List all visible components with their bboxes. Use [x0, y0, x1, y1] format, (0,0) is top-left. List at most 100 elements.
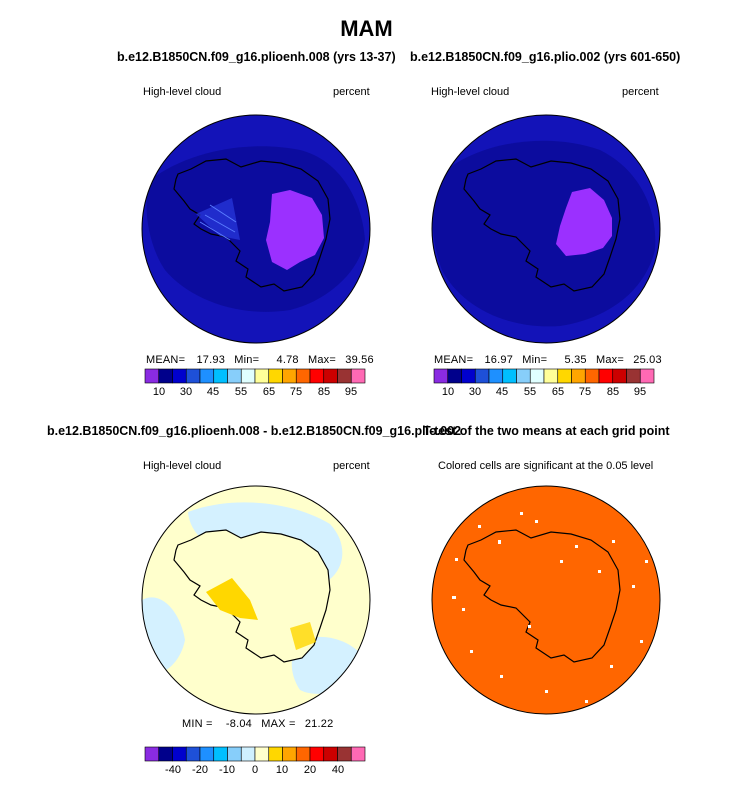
panel3-colorbar-swatch — [254, 746, 270, 762]
panel1-colorbar-swatch — [323, 368, 338, 384]
panel1-colorbar-swatch — [350, 368, 366, 384]
panel3-max-value: 21.22 — [304, 718, 334, 730]
panel3-variable-label: High-level cloud — [143, 460, 222, 472]
panel2-colorbar-swatch — [612, 368, 627, 384]
panel3-colorbar-swatch — [350, 746, 366, 762]
panel2-colorbar-swatch — [543, 368, 559, 384]
panel2-colorbar-swatch — [557, 368, 572, 384]
panel3-tick: -40 — [165, 764, 181, 776]
panel1-min-value: 4.78 — [276, 354, 299, 366]
panel2-tick: 65 — [551, 386, 565, 398]
panel4-title: T-test of the two means at each grid poi… — [423, 424, 670, 438]
panel4-map — [432, 486, 660, 714]
figure-title: MAM — [340, 16, 393, 41]
panel3-map-border — [141, 485, 371, 715]
panel3-stats: MIN = -8.04 MAX = 21.22 — [182, 718, 333, 730]
panel1-colorbar-swatch — [254, 368, 270, 384]
panel3-colorbar-swatch — [199, 746, 215, 762]
panel2-stats: MEAN= 16.97 Min= 5.35 Max= 25.03 — [434, 354, 662, 366]
panel3-tick: -20 — [192, 764, 208, 776]
panel1-max-label: Max= — [307, 354, 336, 366]
panel1-colorbar-swatch — [144, 368, 160, 384]
panel3-tick: 20 — [303, 764, 317, 776]
panel2-tick: 75 — [578, 386, 592, 398]
panel3-colorbar-swatch — [323, 746, 338, 762]
panel2-min-label: Min= — [522, 354, 548, 366]
panel3-max-label: MAX = — [261, 718, 296, 730]
panel3-colorbar-swatch — [185, 746, 201, 762]
panel2-colorbar-swatch — [502, 368, 517, 384]
panel3-colorbar-swatch — [240, 746, 256, 762]
panel3-units-label: percent — [333, 460, 370, 472]
panel2-min-value: 5.35 — [564, 354, 587, 366]
panel3-colorbar-swatch — [295, 746, 311, 762]
panel2-variable-label: High-level cloud — [431, 86, 510, 98]
panel2-mean-value: 16.97 — [484, 354, 514, 366]
panel1-colorbar-swatch — [295, 368, 311, 384]
panel2-colorbar-swatch — [474, 368, 490, 384]
panel2-tick: 10 — [441, 386, 455, 398]
panel2-colorbar-swatch — [516, 368, 531, 384]
panel2-colorbar-swatch — [598, 368, 614, 384]
panel3-colorbar-swatch — [144, 746, 160, 762]
panel2-tick: 30 — [468, 386, 482, 398]
panel3-colorbar-swatch — [227, 746, 242, 762]
panel2-tick: 95 — [633, 386, 647, 398]
panel1-units-label: percent — [333, 86, 370, 98]
panel1-title: b.e12.B1850CN.f09_g16.plioenh.008 (yrs 1… — [117, 50, 396, 64]
panel2-colorbar — [433, 368, 655, 384]
panel3-tick: 10 — [275, 764, 289, 776]
panel2-colorbar-swatch — [639, 368, 655, 384]
panel1-map — [142, 115, 370, 343]
panel2-title: b.e12.B1850CN.f09_g16.plio.002 (yrs 601-… — [410, 50, 681, 64]
panel4-significance-label: Colored cells are significant at the 0.0… — [438, 460, 654, 472]
panel1-tick: 95 — [344, 386, 358, 398]
panel3-highlight-region — [206, 578, 258, 620]
panel3-colorbar-swatch — [268, 746, 283, 762]
panel3-min-label: MIN = — [182, 718, 213, 730]
panel1-colorbar-swatch — [282, 368, 297, 384]
panel4-significance-fill — [432, 486, 660, 714]
panel4-map-border — [431, 485, 661, 715]
panel2-colorbar-swatch — [488, 368, 504, 384]
panel1-colorbar-swatch — [158, 368, 173, 384]
panel3-highlight-region-east — [290, 622, 316, 650]
panel2-map — [432, 115, 660, 343]
panel1-map-border — [141, 114, 371, 344]
panel1-variable-label: High-level cloud — [143, 86, 222, 98]
panel1-tick: 10 — [152, 386, 166, 398]
panel2-colorbar-swatch — [447, 368, 462, 384]
panel2-colorbar-swatch — [461, 368, 476, 384]
panel2-max-value: 25.03 — [633, 354, 662, 366]
panel1-max-value: 39.56 — [345, 354, 374, 366]
panel2-units-label: percent — [622, 86, 659, 98]
panel3-colorbar-swatch — [172, 746, 187, 762]
panel2-plateau — [556, 188, 612, 256]
panel1-tick: 85 — [317, 386, 331, 398]
panel2-colorbar-swatch — [584, 368, 600, 384]
panel1-tick: 30 — [179, 386, 193, 398]
panel3-colorbar-swatch — [282, 746, 297, 762]
panel1-colorbar-swatch — [268, 368, 283, 384]
panel3-min-value: -8.04 — [225, 718, 252, 730]
panel3-title: b.e12.B1850CN.f09_g16.plioenh.008 - b.e1… — [47, 424, 462, 438]
panel1-mean-label: MEAN= — [146, 354, 186, 366]
panel1-tick: 75 — [289, 386, 303, 398]
panel1-colorbar — [144, 368, 366, 384]
panel3-colorbar-swatch — [158, 746, 173, 762]
panel2-tick: 55 — [523, 386, 537, 398]
panel2-mean-label: MEAN= — [434, 354, 474, 366]
panel1-peninsula-streaks — [196, 198, 240, 240]
panel1-colorbar-swatch — [199, 368, 215, 384]
panel1-colorbar-swatch — [227, 368, 242, 384]
panel1-min-label: Min= — [234, 354, 260, 366]
panel1-colorbar-swatch — [213, 368, 228, 384]
panel2-colorbar-swatch — [433, 368, 449, 384]
panel2-map-border — [431, 114, 661, 344]
panel2-colorbar-swatch — [571, 368, 586, 384]
panel1-tick: 55 — [234, 386, 248, 398]
panel1-mean-value: 17.93 — [196, 354, 226, 366]
panel2-tick: 85 — [606, 386, 620, 398]
panel3-colorbar — [144, 746, 366, 762]
